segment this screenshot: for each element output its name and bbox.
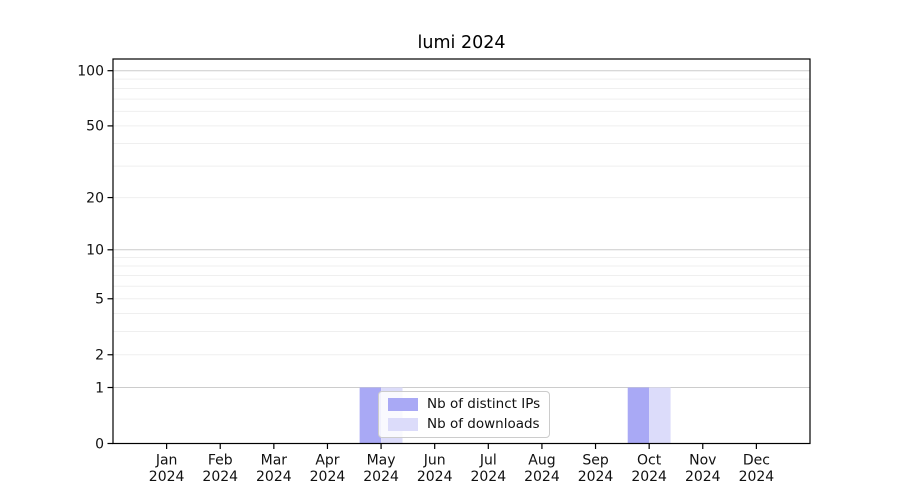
x-axis-label-year: 2024	[578, 469, 614, 485]
x-axis-label-year: 2024	[524, 469, 560, 485]
x-axis-label-month: Oct	[637, 453, 662, 469]
x-axis-label-year: 2024	[202, 469, 238, 485]
y-axis-label: 10	[86, 243, 104, 259]
bar-distinct-ips-may-2024	[359, 387, 382, 444]
x-axis-label-month: Nov	[689, 453, 716, 469]
x-axis-label-month: Jan	[155, 453, 178, 469]
x-axis-label-year: 2024	[631, 469, 667, 485]
x-axis-label-month: Dec	[743, 453, 770, 469]
legend-item-downloads: Nb of downloads	[388, 417, 540, 432]
plot-frame	[112, 58, 811, 445]
y-axis-label: 0	[95, 436, 104, 452]
bar-distinct-ips-oct-2024	[627, 387, 650, 444]
x-axis-label-year: 2024	[739, 469, 775, 485]
x-axis-label-year: 2024	[470, 469, 506, 485]
x-axis-label-month: Feb	[208, 453, 233, 469]
legend-label-distinct-ips: Nb of distinct IPs	[427, 396, 541, 412]
x-axis-label-year: 2024	[417, 469, 453, 485]
x-axis-label-year: 2024	[685, 469, 721, 485]
y-axis-label: 50	[86, 119, 104, 135]
legend: Nb of distinct IPs Nb of downloads	[378, 391, 551, 438]
y-axis-label: 100	[77, 63, 104, 79]
x-axis-label-month: Aug	[528, 453, 555, 469]
y-axis-label: 1	[95, 380, 104, 396]
x-axis-label-year: 2024	[256, 469, 292, 485]
x-axis-label-year: 2024	[363, 469, 399, 485]
x-axis-label-year: 2024	[149, 469, 185, 485]
bar-downloads-oct-2024	[649, 387, 671, 444]
y-axis-label: 20	[86, 190, 104, 206]
legend-swatch-downloads	[388, 418, 418, 431]
y-axis-label: 2	[95, 348, 104, 364]
x-axis-label-month: Jun	[423, 453, 446, 469]
legend-swatch-distinct-ips	[388, 398, 418, 411]
x-axis-label-month: Mar	[261, 453, 288, 469]
y-axis-label: 5	[95, 292, 104, 308]
x-axis-label-month: Sep	[582, 453, 609, 469]
chart-title: lumi 2024	[417, 33, 506, 53]
x-axis-label-year: 2024	[310, 469, 346, 485]
legend-label-downloads: Nb of downloads	[427, 416, 540, 432]
x-axis-label-month: May	[367, 453, 396, 469]
x-axis-label-month: Apr	[315, 453, 339, 469]
legend-item-distinct-ips: Nb of distinct IPs	[388, 397, 540, 412]
x-axis-label-month: Jul	[479, 453, 497, 469]
